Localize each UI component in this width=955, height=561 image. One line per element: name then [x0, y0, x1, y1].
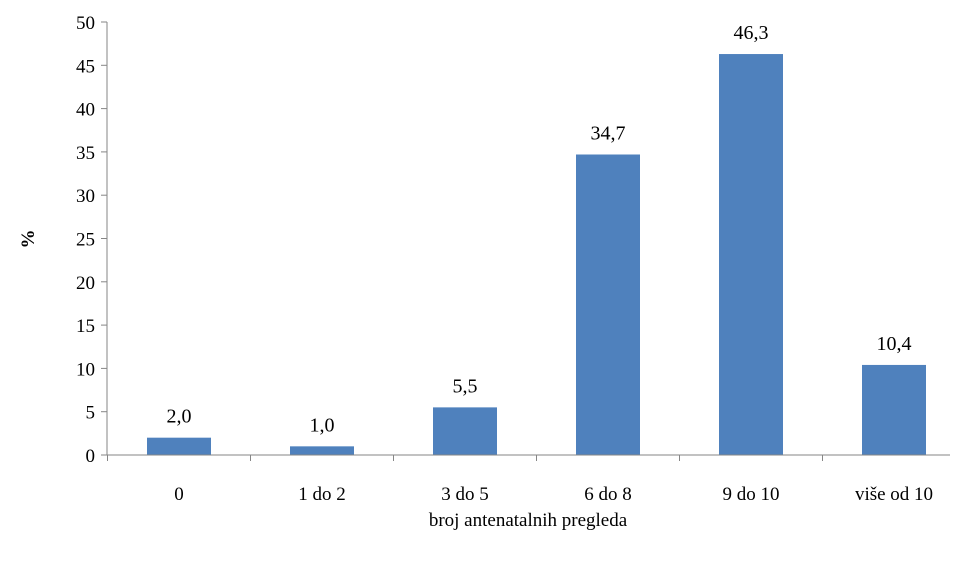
bar: [290, 446, 354, 455]
data-label: 5,5: [453, 375, 478, 397]
x-axis-ticks: 0 1 do 2 3 do 5 6 do 8 9 do 10 više od 10: [107, 455, 933, 505]
x-tick-label: 9 do 10: [723, 484, 780, 505]
y-tick-label: 50: [76, 13, 95, 34]
y-tick-label: 40: [76, 100, 95, 121]
data-label: 1,0: [310, 414, 335, 436]
x-tick-label: 6 do 8: [584, 484, 632, 505]
x-tick-label: 1 do 2: [298, 484, 346, 505]
data-label: 10,4: [877, 333, 912, 355]
y-axis-title: %: [18, 230, 39, 249]
x-axis-title: broj antenatalnih pregleda: [429, 510, 628, 531]
bar-series: [147, 54, 926, 456]
data-label: 46,3: [734, 22, 769, 44]
y-tick-label: 0: [86, 446, 96, 467]
y-tick-label: 15: [76, 316, 95, 337]
bar: [719, 54, 783, 456]
bar: [862, 364, 926, 455]
y-tick-label: 5: [86, 403, 96, 424]
bar: [576, 154, 640, 456]
bar: [433, 407, 497, 455]
x-tick-label: 0: [174, 484, 184, 505]
y-tick-label: 25: [76, 230, 95, 251]
bar: [147, 437, 211, 455]
y-axis-ticks: 0 5 10 15 20 25 30 35 40 45 50: [76, 13, 107, 467]
y-tick-label: 35: [76, 143, 95, 164]
x-tick-label: 3 do 5: [441, 484, 489, 505]
x-tick-label: više od 10: [855, 484, 933, 505]
data-labels: 2,0 1,0 5,5 34,7 46,3 10,4: [167, 22, 912, 436]
y-tick-label: 20: [76, 273, 95, 294]
y-tick-label: 10: [76, 359, 95, 380]
y-tick-label: 45: [76, 56, 95, 77]
y-tick-label: 30: [76, 186, 95, 207]
data-label: 2,0: [167, 406, 192, 428]
data-label: 34,7: [591, 122, 626, 144]
